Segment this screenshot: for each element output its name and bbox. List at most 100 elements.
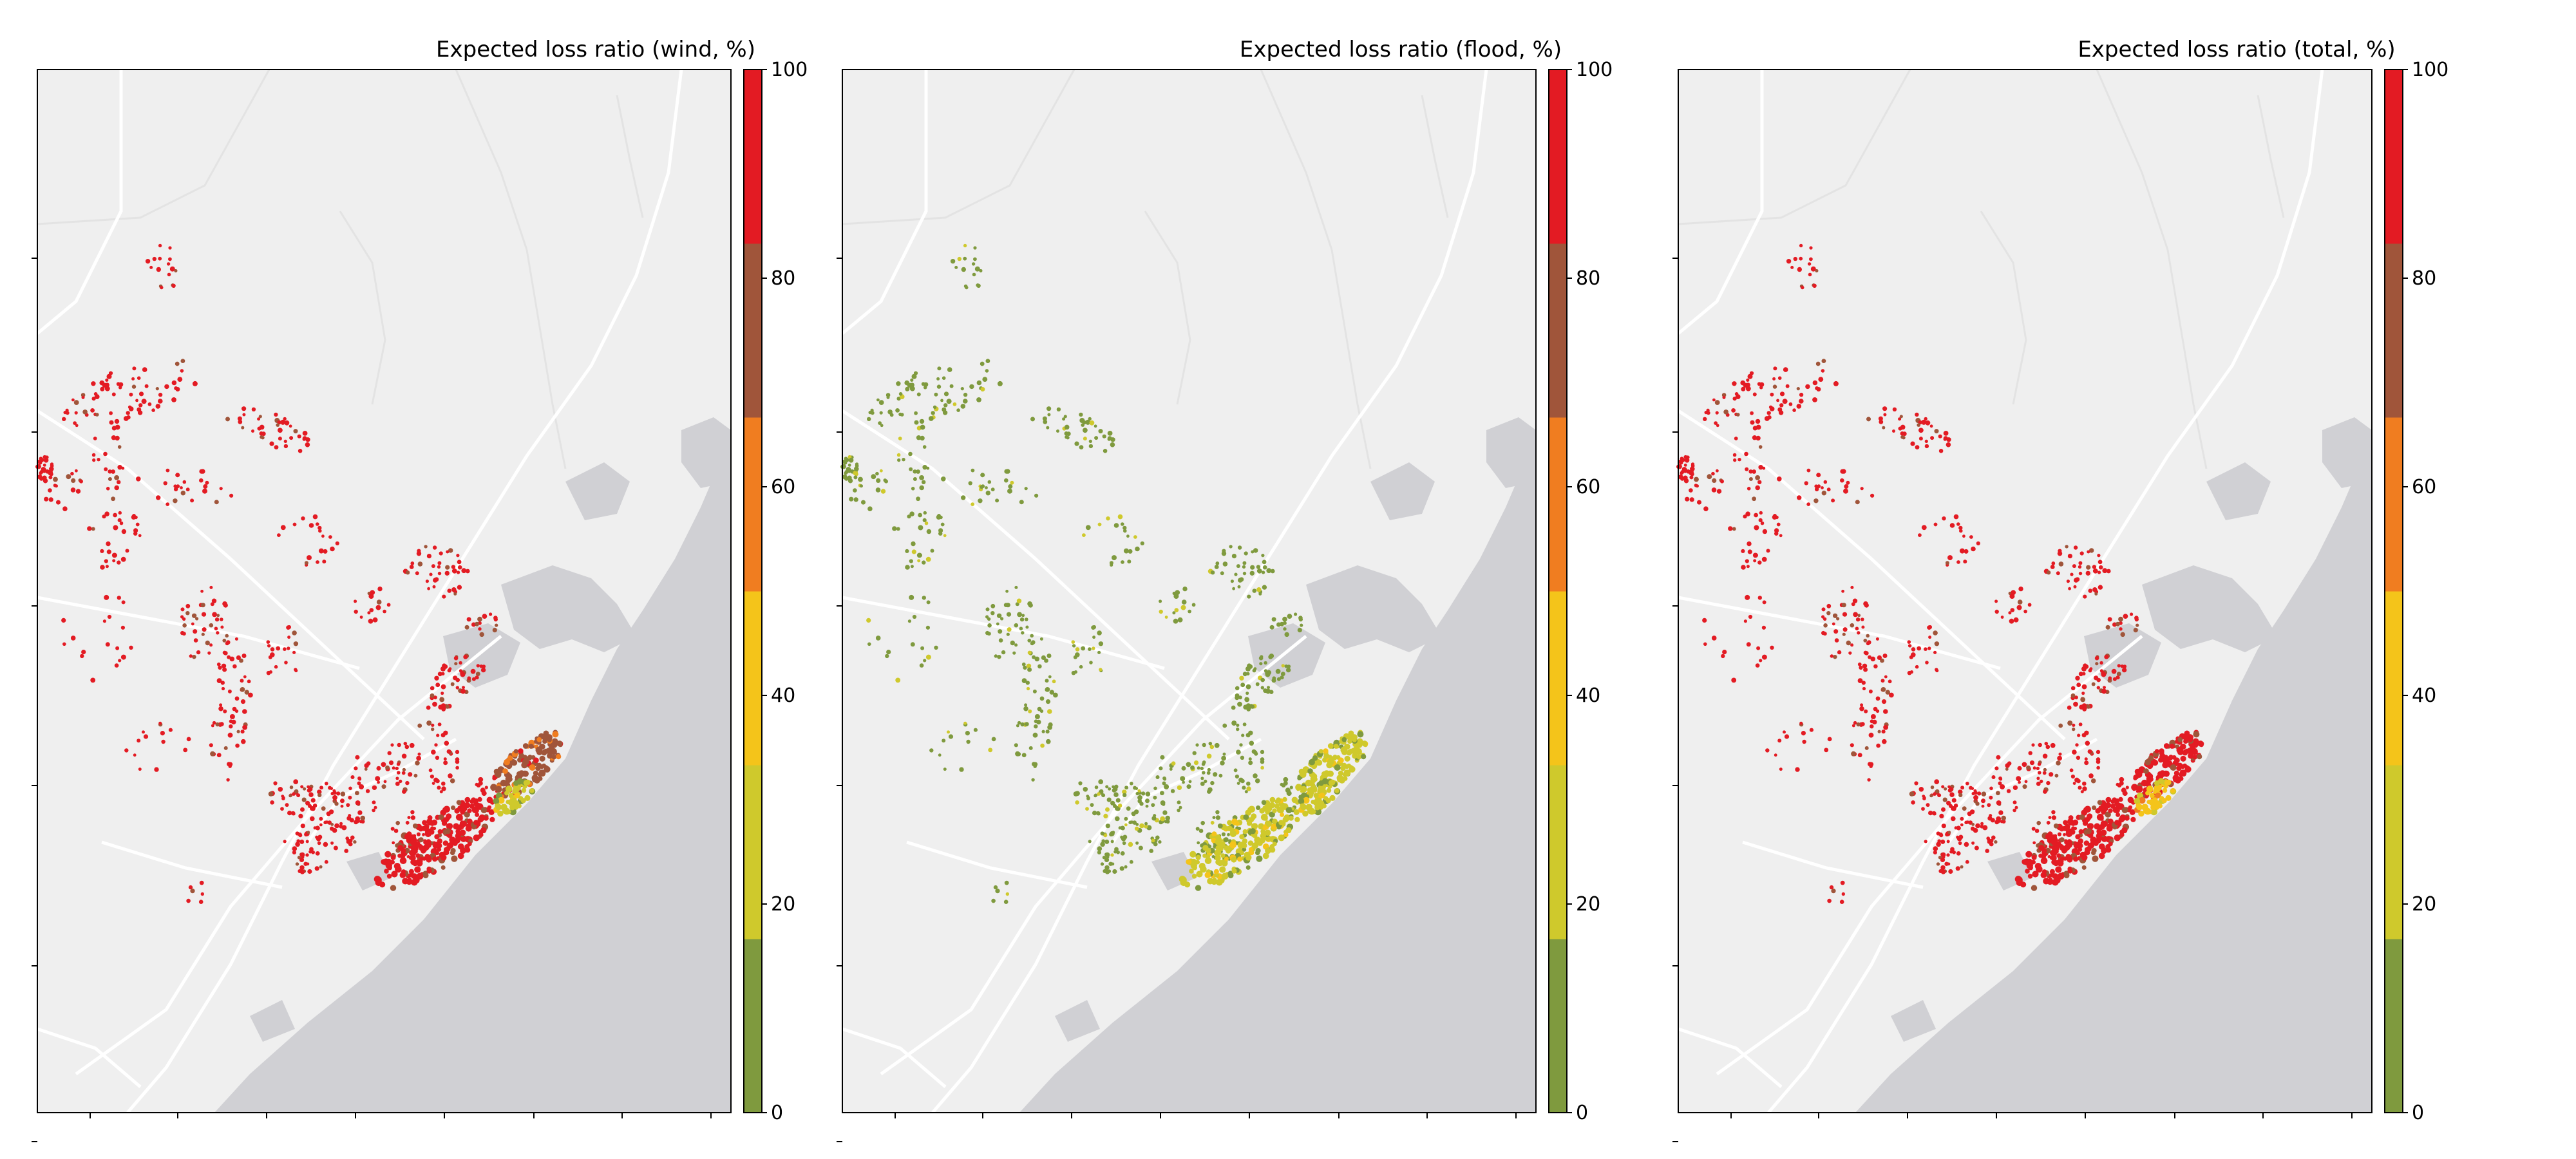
building-point	[274, 664, 278, 669]
building-point	[375, 776, 381, 782]
building-point	[131, 384, 137, 389]
building-point	[2022, 762, 2027, 768]
building-point	[1949, 850, 1953, 854]
road	[37, 1027, 142, 1088]
building-point	[167, 272, 171, 277]
building-point	[1801, 285, 1804, 290]
colorbar-bin	[1549, 591, 1567, 766]
building-point	[392, 841, 395, 845]
road	[841, 409, 1230, 740]
building-point	[971, 502, 975, 506]
building-point	[1934, 641, 1940, 646]
building-point	[1821, 615, 1825, 619]
building-point	[939, 515, 943, 520]
building-point	[1774, 753, 1777, 757]
building-point	[887, 410, 893, 415]
building-point	[1089, 661, 1093, 664]
building-point	[1014, 585, 1018, 589]
building-point	[2084, 806, 2091, 813]
building-point	[1269, 796, 1276, 803]
building-point	[1806, 502, 1811, 506]
faint-boundary	[2096, 69, 2169, 250]
building-point	[2018, 586, 2023, 592]
building-point	[1334, 788, 1340, 793]
panel-title: Expected loss ratio (flood, %)	[1240, 37, 1562, 62]
building-point	[2197, 740, 2204, 747]
building-point	[1821, 607, 1826, 612]
building-point	[1318, 749, 1323, 754]
building-point	[2103, 686, 2106, 690]
building-point	[1262, 570, 1265, 574]
building-point	[426, 818, 433, 825]
building-point	[1000, 617, 1004, 621]
building-point	[1206, 753, 1212, 759]
building-point	[974, 266, 980, 272]
building-point	[1969, 786, 1973, 790]
building-point	[104, 386, 110, 391]
building-point	[355, 816, 361, 822]
building-point	[1182, 780, 1185, 784]
building-point	[1866, 417, 1871, 422]
colorbar-bin	[1549, 765, 1567, 939]
building-point	[1685, 496, 1690, 502]
building-point	[1680, 461, 1683, 465]
building-point	[1826, 487, 1831, 492]
building-point	[1951, 806, 1955, 811]
building-point	[1823, 632, 1827, 636]
building-point	[328, 786, 332, 790]
building-point	[910, 565, 914, 569]
building-point	[1936, 831, 1940, 836]
building-point	[1947, 862, 1951, 866]
building-point	[1942, 797, 1947, 802]
building-point	[240, 687, 245, 692]
building-point	[216, 753, 222, 758]
building-point	[996, 613, 1002, 618]
building-point	[1109, 832, 1113, 837]
building-point	[1235, 686, 1240, 691]
road	[1678, 1027, 1783, 1088]
building-point	[2112, 797, 2117, 803]
building-point	[1272, 808, 1277, 813]
building-point	[1033, 762, 1038, 767]
building-point	[938, 753, 942, 757]
building-point	[910, 378, 914, 382]
building-point	[2154, 749, 2159, 754]
building-point	[1293, 809, 1300, 815]
building-point	[1855, 500, 1860, 505]
building-point	[310, 806, 314, 811]
building-point	[444, 828, 451, 834]
building-point	[210, 602, 214, 607]
building-point	[2059, 837, 2065, 843]
building-point	[274, 412, 278, 417]
building-point	[1312, 777, 1318, 782]
building-point	[878, 421, 882, 425]
building-point	[403, 742, 408, 746]
building-point	[1188, 609, 1191, 614]
bay-area	[681, 417, 731, 488]
building-point	[1173, 618, 1179, 624]
building-point	[307, 869, 312, 874]
building-point	[1758, 465, 1763, 470]
building-point	[1283, 627, 1287, 631]
road	[1947, 737, 2098, 843]
building-point	[390, 854, 396, 860]
building-point	[1866, 641, 1870, 646]
building-point	[1177, 785, 1182, 791]
building-point	[922, 445, 927, 449]
building-point	[1857, 753, 1862, 758]
building-point	[1260, 759, 1265, 764]
building-point	[106, 373, 112, 379]
building-point	[2148, 798, 2156, 806]
building-point	[105, 378, 109, 382]
building-point	[221, 663, 227, 668]
building-point	[238, 419, 243, 424]
building-point	[131, 377, 135, 381]
building-point	[1340, 746, 1348, 754]
building-point	[1756, 646, 1761, 650]
building-point	[1752, 435, 1757, 440]
building-point	[1276, 797, 1282, 803]
building-point	[934, 645, 938, 650]
building-point	[386, 603, 391, 607]
building-point	[1349, 748, 1354, 754]
building-point	[1280, 812, 1285, 817]
